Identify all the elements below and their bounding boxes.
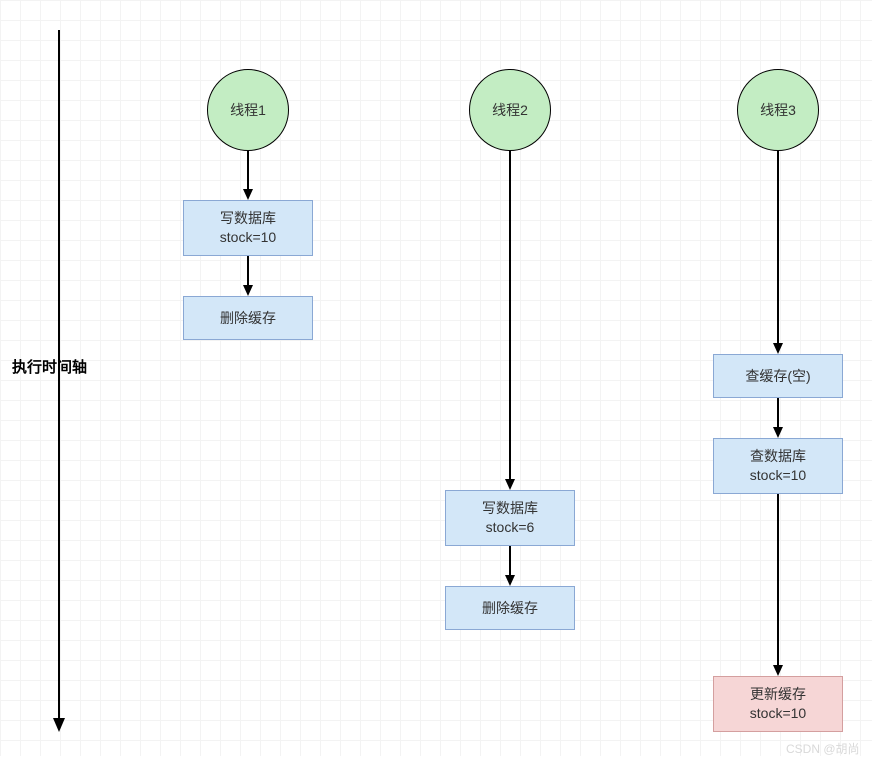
flowchart-canvas: 执行时间轴 线程1 写数据库 stock=10 删除缓存 线程2 写数据库 st… [0,0,872,756]
edge [777,398,779,427]
watermark: CSDN @胡尚 [786,740,860,757]
node-line: stock=6 [486,518,535,537]
node-line: stock=10 [750,466,806,485]
thread1-head-label: 线程1 [230,100,266,120]
edge-arrow-icon [505,575,515,586]
thread3-head: 线程3 [737,69,819,151]
thread1-head: 线程1 [207,69,289,151]
thread2-head-label: 线程2 [492,100,528,120]
timeline-label: 执行时间轴 [12,356,87,377]
thread1-delete-cache: 删除缓存 [183,296,313,340]
edge [777,151,779,343]
edge [777,494,779,665]
thread3-head-label: 线程3 [760,100,796,120]
edge [247,151,249,189]
node-line: 更新缓存 [750,685,806,704]
edge [509,546,511,575]
node-line: stock=10 [750,704,806,723]
node-line: 查数据库 [750,447,806,466]
node-line: stock=10 [220,228,276,247]
thread1-write-db: 写数据库 stock=10 [183,200,313,256]
thread2-head: 线程2 [469,69,551,151]
node-line: 写数据库 [220,209,276,228]
node-line: 查缓存(空) [745,367,810,386]
edge-arrow-icon [773,665,783,676]
edge-arrow-icon [505,479,515,490]
edge-arrow-icon [773,343,783,354]
thread3-check-cache: 查缓存(空) [713,354,843,398]
thread2-write-db: 写数据库 stock=6 [445,490,575,546]
thread3-read-db: 查数据库 stock=10 [713,438,843,494]
edge-arrow-icon [243,285,253,296]
node-line: 删除缓存 [482,599,538,618]
timeline-arrowhead [53,718,65,732]
thread3-update-cache: 更新缓存 stock=10 [713,676,843,732]
thread2-delete-cache: 删除缓存 [445,586,575,630]
node-line: 删除缓存 [220,309,276,328]
node-line: 写数据库 [482,499,538,518]
edge-arrow-icon [773,427,783,438]
edge-arrow-icon [243,189,253,200]
edge [247,256,249,285]
edge [509,151,511,479]
